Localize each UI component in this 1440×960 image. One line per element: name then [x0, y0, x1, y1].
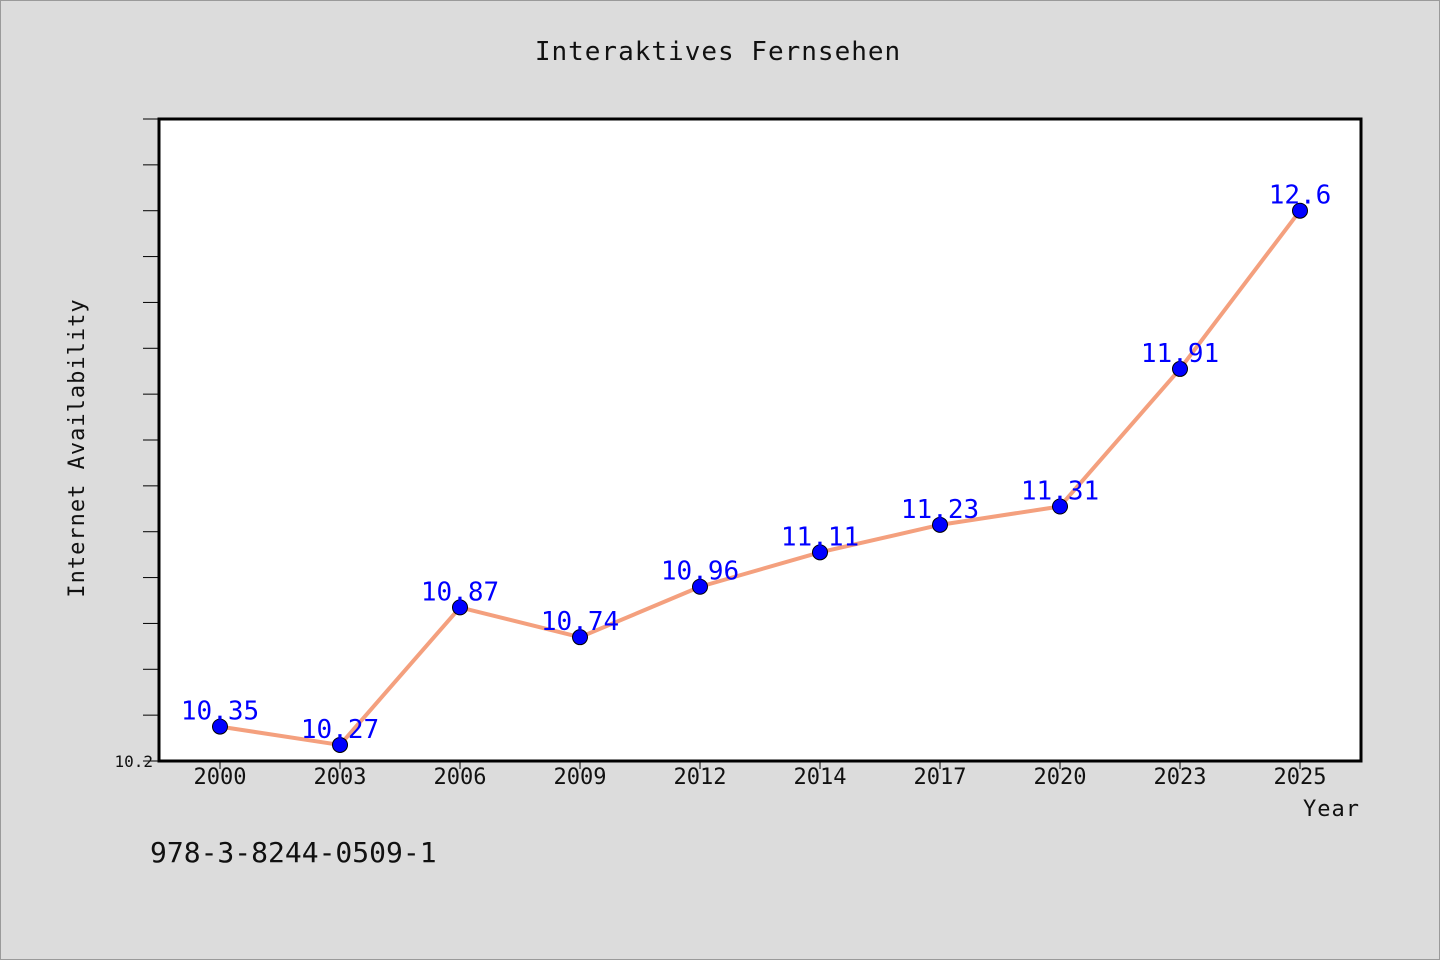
x-tick-label: 2025	[1274, 765, 1327, 790]
x-tick-label: 2006	[434, 765, 487, 790]
data-label: 11.31	[1021, 476, 1099, 506]
data-point	[1052, 498, 1068, 515]
data-label: 11.11	[781, 522, 859, 552]
data-label: 11.91	[1141, 339, 1219, 369]
data-point	[1172, 360, 1188, 377]
data-label: 10.87	[421, 577, 499, 607]
chart-title: Interaktives Fernsehen	[535, 37, 901, 67]
x-tick-label: 2017	[914, 765, 967, 790]
data-point	[1292, 202, 1308, 219]
data-point	[932, 516, 948, 533]
series-line	[218, 208, 1302, 747]
data-labels-group: 10.35 10.27 10.87 10.74 10.96 11.11 11.23 11.31…	[181, 181, 1331, 745]
x-tick-label: 2000	[194, 765, 247, 790]
data-point	[692, 578, 708, 595]
data-label: 11.23	[901, 495, 979, 525]
x-tick-label: 2020	[1034, 765, 1087, 790]
data-point	[452, 599, 468, 616]
series-group	[212, 202, 1308, 753]
data-label: 10.74	[541, 607, 619, 637]
data-label: 12.6	[1269, 181, 1332, 211]
y-axis-label: Internet Availability	[65, 298, 90, 597]
x-tick-label: 2014	[794, 765, 847, 790]
data-label: 10.35	[181, 697, 259, 727]
x-tick-label: 2023	[1154, 765, 1207, 790]
x-tick-label: 2009	[554, 765, 607, 790]
x-tick-label: 2012	[674, 765, 727, 790]
y-axis-ticks: 10.2	[114, 118, 158, 771]
plot-area	[157, 117, 1363, 763]
data-point	[212, 718, 228, 735]
x-axis-ticks: 2000 2003 2006 2009 2012 2014 2017 2020 2023 2025	[194, 762, 1327, 790]
data-point	[812, 544, 828, 561]
x-axis-label: Year	[1303, 797, 1360, 822]
data-point	[332, 736, 348, 753]
isbn-label: 978-3-8244-0509-1	[150, 836, 437, 869]
data-label: 10.27	[301, 715, 379, 745]
x-tick-label: 2003	[314, 765, 367, 790]
data-point	[572, 629, 588, 646]
y-tick-label: 10.2	[114, 752, 153, 771]
data-label: 10.96	[661, 557, 739, 587]
